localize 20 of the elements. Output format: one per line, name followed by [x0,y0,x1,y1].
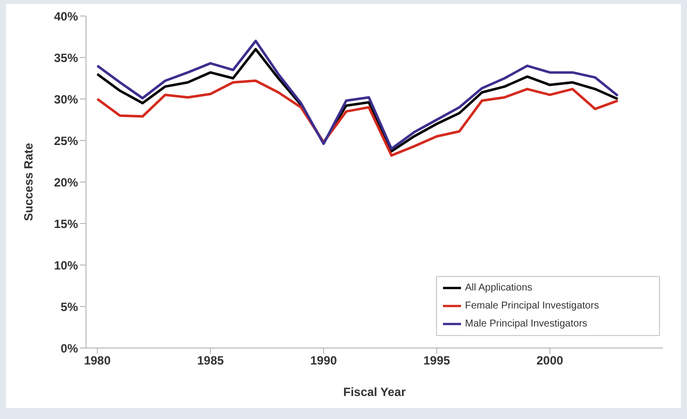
y-axis-title: Success Rate [21,142,36,222]
x-tick-label: 1980 [84,354,111,368]
x-tick-label: 1995 [423,354,450,368]
y-tick-label: 30% [54,92,78,106]
y-tick-label: 40% [54,9,78,24]
x-tick-label: 2000 [536,354,564,368]
y-tick-label: 10% [54,258,78,272]
legend-label: Male Principal Investigators [465,318,588,330]
y-tick-label: 25% [54,134,78,148]
legend-label: Female Principal Investigators [465,300,599,312]
x-tick-label: 1990 [310,354,338,368]
x-axis-title: Fiscal Year [343,385,406,399]
x-tick-label: 1985 [197,354,224,368]
y-tick-label: 0% [60,341,78,356]
y-tick-label: 35% [54,50,78,65]
legend-label: All Applications [465,282,532,294]
line-series [96,79,619,157]
y-tick-label: 20% [54,175,78,190]
y-tick-label: 15% [54,216,78,231]
y-tick-label: 5% [60,300,78,314]
